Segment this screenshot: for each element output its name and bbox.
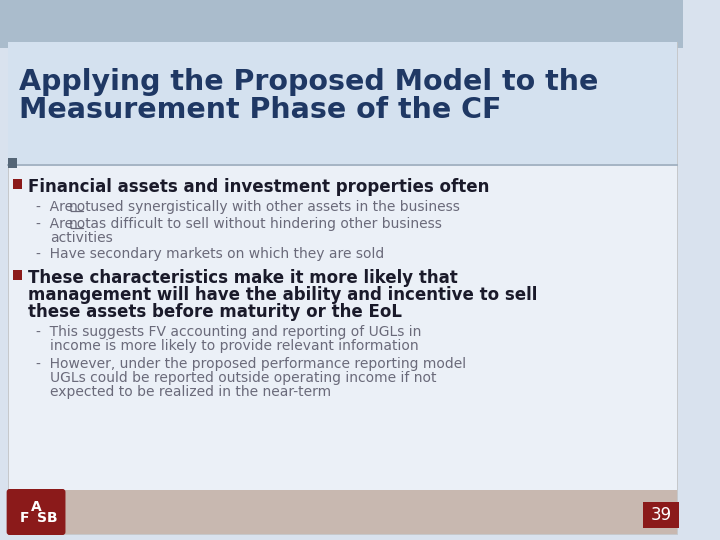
- FancyBboxPatch shape: [643, 502, 680, 528]
- Text: Applying the Proposed Model to the: Applying the Proposed Model to the: [19, 68, 598, 96]
- FancyBboxPatch shape: [8, 490, 678, 534]
- Text: A: A: [31, 500, 42, 514]
- Text: Measurement Phase of the CF: Measurement Phase of the CF: [19, 96, 501, 124]
- Text: -  However, under the proposed performance reporting model: - However, under the proposed performanc…: [36, 357, 466, 371]
- Text: These characteristics make it more likely that: These characteristics make it more likel…: [29, 269, 458, 287]
- Text: Financial assets and investment properties often: Financial assets and investment properti…: [29, 178, 490, 196]
- Text: -  This suggests FV accounting and reporting of UGLs in: - This suggests FV accounting and report…: [36, 325, 421, 339]
- FancyBboxPatch shape: [8, 42, 678, 534]
- Text: expected to be realized in the near-term: expected to be realized in the near-term: [50, 385, 331, 399]
- FancyBboxPatch shape: [8, 158, 17, 168]
- Text: activities: activities: [50, 231, 113, 245]
- FancyBboxPatch shape: [6, 489, 66, 535]
- FancyBboxPatch shape: [13, 179, 22, 189]
- Text: UGLs could be reported outside operating income if not: UGLs could be reported outside operating…: [50, 371, 437, 385]
- Text: SB: SB: [37, 511, 58, 525]
- Text: these assets before maturity or the EoL: these assets before maturity or the EoL: [29, 303, 402, 321]
- FancyBboxPatch shape: [8, 42, 678, 164]
- FancyBboxPatch shape: [0, 0, 683, 48]
- Text: 39: 39: [651, 506, 672, 524]
- Text: not: not: [68, 217, 91, 231]
- Text: -  Are: - Are: [36, 200, 78, 214]
- Text: -  Are: - Are: [36, 217, 78, 231]
- Text: -  Have secondary markets on which they are sold: - Have secondary markets on which they a…: [36, 247, 384, 261]
- Text: not: not: [68, 200, 91, 214]
- Text: F: F: [20, 511, 30, 525]
- Text: as difficult to sell without hindering other business: as difficult to sell without hindering o…: [86, 217, 442, 231]
- FancyBboxPatch shape: [13, 270, 22, 280]
- Text: used synergistically with other assets in the business: used synergistically with other assets i…: [86, 200, 460, 214]
- Text: management will have the ability and incentive to sell: management will have the ability and inc…: [29, 286, 538, 304]
- Text: income is more likely to provide relevant information: income is more likely to provide relevan…: [50, 339, 419, 353]
